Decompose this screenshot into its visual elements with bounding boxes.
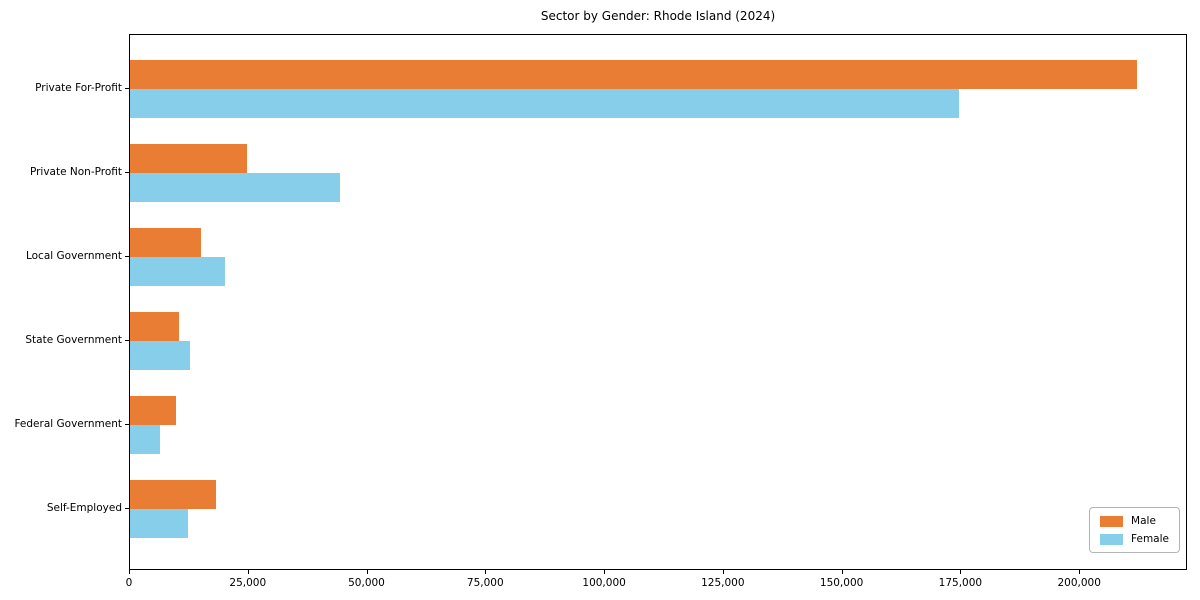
x-tick-mark [485,570,487,574]
x-tick-label-0: 0 [125,577,133,589]
x-tick-label-75-000: 75,000 [466,577,504,589]
bar-female-self-employed [130,509,189,538]
bar-female-private-non-profit [130,173,340,202]
y-tick-mark [125,424,129,425]
bar-female-federal-government [130,425,160,454]
bar-female-private-for-profit [130,89,959,118]
y-axis-label-local-government: Local Government [25,250,122,262]
x-tick-label-175-000: 175,000 [938,577,983,589]
bar-male-local-government [130,228,202,257]
x-tick-mark [960,570,962,574]
bar-male-federal-government [130,396,176,425]
y-axis-label-private-for-profit: Private For-Profit [35,82,122,94]
legend-label-female: Female [1131,533,1169,545]
x-tick-label-125-000: 125,000 [701,577,745,589]
legend-swatch-male [1100,515,1124,527]
bar-female-state-government [130,341,190,370]
x-tick-mark [366,570,368,574]
y-axis-label-state-government: State Government [25,334,122,346]
x-tick-label-200-000: 200,000 [1057,577,1101,589]
chart-title: Sector by Gender: Rhode Island (2024) [540,9,776,23]
bar-male-private-non-profit [130,144,248,173]
x-tick-label-150-000: 150,000 [819,577,864,589]
x-tick-mark [841,570,843,574]
x-tick-label-25-000: 25,000 [229,577,267,589]
bar-male-self-employed [130,480,216,509]
y-axis-label-self-employed: Self-Employed [46,502,122,514]
legend-swatch-female [1100,533,1124,545]
y-axis-label-private-non-profit: Private Non-Profit [29,166,122,178]
legend: Male Female [1089,507,1180,553]
y-tick-mark [125,172,129,173]
x-tick-label-50-000: 50,000 [348,577,385,589]
x-tick-mark [604,570,606,574]
y-tick-mark [125,88,129,89]
bar-male-private-for-profit [130,60,1138,89]
plot-area [129,34,1187,570]
y-axis-label-federal-government: Federal Government [14,418,122,430]
bar-female-local-government [130,257,225,286]
legend-item-female: Female [1100,533,1169,545]
y-tick-mark [125,256,129,257]
bar-male-state-government [130,312,180,341]
x-tick-mark [247,570,249,574]
y-tick-mark [125,340,129,341]
legend-item-male: Male [1100,515,1169,527]
x-tick-mark [1079,570,1081,574]
y-tick-mark [125,508,129,509]
x-tick-label-100-000: 100,000 [582,577,626,589]
x-tick-mark [129,570,130,574]
x-tick-mark [722,570,724,574]
legend-label-male: Male [1131,515,1156,527]
